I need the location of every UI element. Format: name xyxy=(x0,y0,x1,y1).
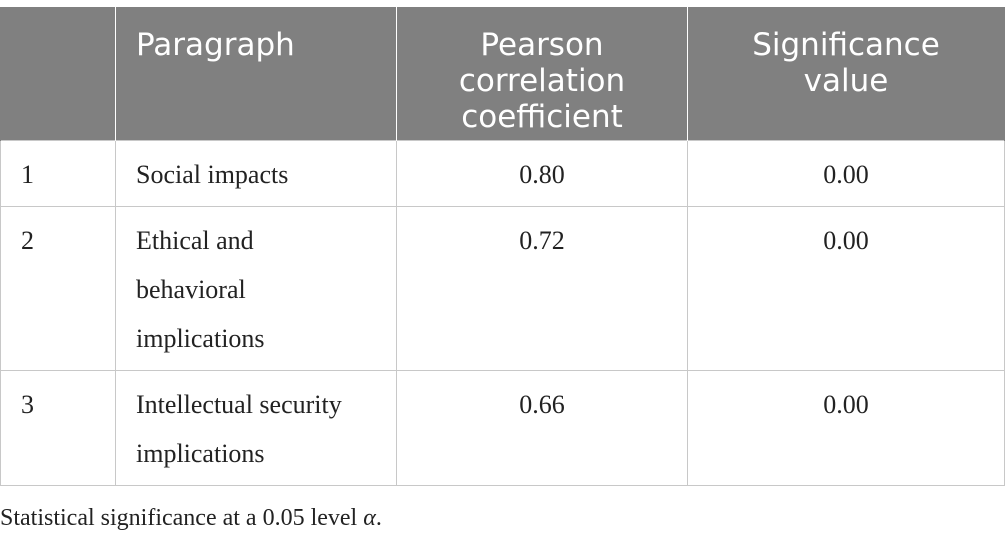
cell-significance: 0.00 xyxy=(687,139,1005,207)
cell-paragraph: Intellectual security implications xyxy=(115,369,397,486)
cell-index: 1 xyxy=(0,139,116,207)
cell-significance: 0.00 xyxy=(687,369,1005,486)
header-significance: Significance value xyxy=(687,7,1005,140)
table-footnote: Statistical significance at a 0.05 level… xyxy=(0,505,382,532)
table-row: 1 Social impacts 0.80 0.00 xyxy=(0,139,1005,207)
alpha-symbol: α xyxy=(363,505,376,531)
cell-pearson: 0.72 xyxy=(396,205,688,371)
correlation-table: Paragraph Pearson correlation coefficien… xyxy=(0,7,1005,486)
cell-paragraph: Ethical and behavioral implications xyxy=(115,205,397,371)
cell-index: 2 xyxy=(0,205,116,371)
cell-pearson: 0.66 xyxy=(396,369,688,486)
footnote-text: Statistical significance at a 0.05 level xyxy=(0,505,364,531)
header-pearson: Pearson correlation coefficient xyxy=(396,7,688,140)
cell-index: 3 xyxy=(0,369,116,486)
cell-significance: 0.00 xyxy=(687,205,1005,371)
cell-paragraph: Social impacts xyxy=(115,139,397,207)
table-row: 3 Intellectual security implications 0.6… xyxy=(0,369,1005,486)
header-index xyxy=(0,7,116,140)
table-row: 2 Ethical and behavioral implications 0.… xyxy=(0,205,1005,371)
header-paragraph: Paragraph xyxy=(115,7,397,140)
correlation-table-container: Paragraph Pearson correlation coefficien… xyxy=(0,7,1005,486)
cell-pearson: 0.80 xyxy=(396,139,688,207)
header-row: Paragraph Pearson correlation coefficien… xyxy=(0,7,1005,140)
footnote-end: . xyxy=(375,505,382,531)
